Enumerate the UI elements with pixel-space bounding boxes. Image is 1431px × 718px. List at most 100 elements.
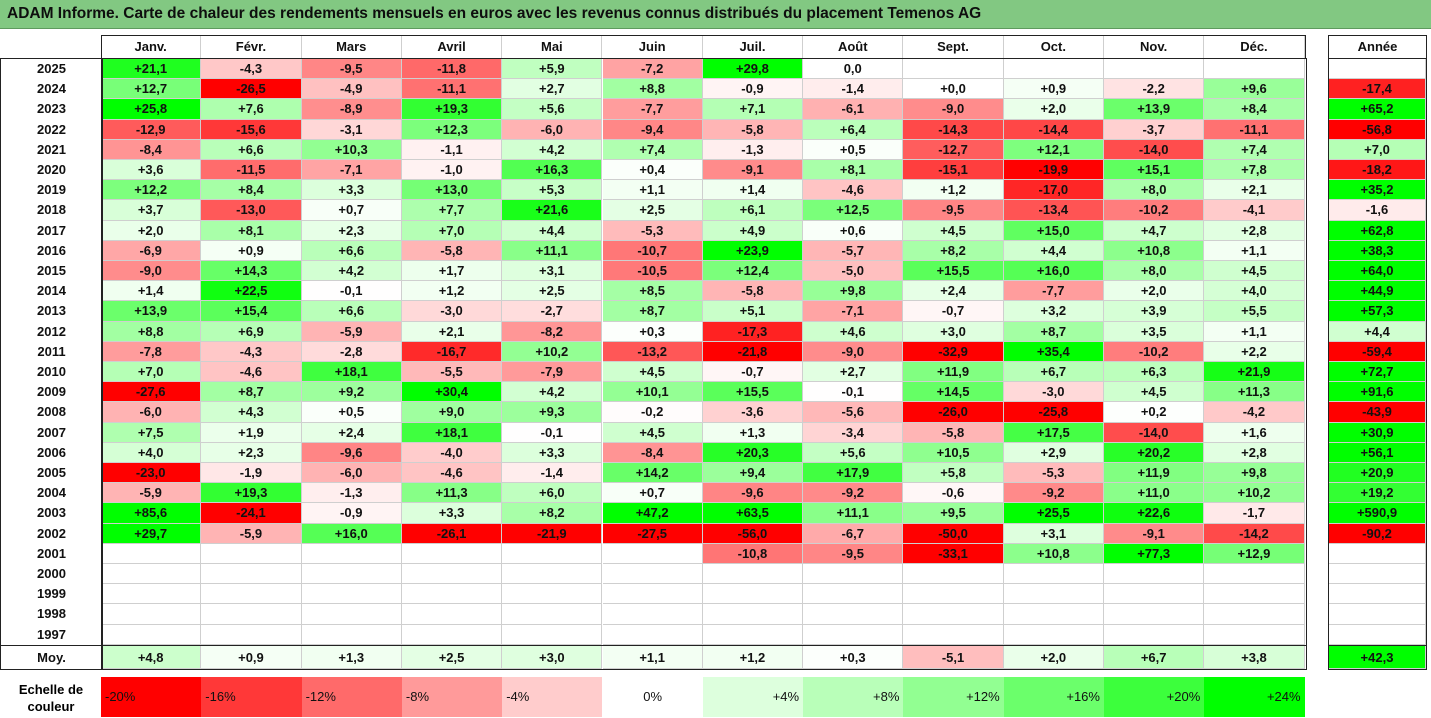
- heatmap-cell: -5,9: [201, 523, 302, 544]
- average-cell: +1,3: [301, 646, 402, 669]
- heatmap-cell: -0,6: [903, 483, 1004, 504]
- title-bar: ADAM Informe. Carte de chaleur des rende…: [0, 0, 1431, 29]
- heatmap-cell: +11,1: [803, 503, 904, 524]
- heatmap-cell: -7,7: [602, 99, 703, 120]
- heatmap-cell: -7,8: [101, 341, 202, 362]
- heatmap-cell: +15,1: [1104, 160, 1205, 181]
- heatmap-cell: +4,4: [502, 220, 603, 241]
- heatmap-cell: -10,8: [702, 543, 804, 564]
- heatmap-cell: +14,2: [602, 463, 703, 484]
- heatmap-cell: +2,8: [1204, 442, 1305, 463]
- average-cell: +0,3: [803, 646, 904, 669]
- month-header-5: Mai: [502, 36, 603, 58]
- heatmap-cell: +9,0: [401, 402, 503, 423]
- heatmap-cell: -1,4: [502, 463, 603, 484]
- heatmap-cell: +15,4: [201, 301, 302, 322]
- heatmap-cell: -4,6: [201, 362, 302, 383]
- heatmap-cell: [702, 564, 804, 585]
- legend-swatch: -12%: [301, 677, 402, 717]
- heatmap-cell: [502, 584, 603, 605]
- annual-cell: -90,2: [1329, 523, 1426, 544]
- heatmap-cell: -14,4: [1003, 119, 1104, 140]
- heatmap-cell: +15,0: [1003, 220, 1104, 241]
- heatmap-cell: -2,2: [1104, 79, 1205, 100]
- heatmap-cell: -11,1: [401, 79, 503, 100]
- heatmap-cell: [101, 584, 202, 605]
- heatmap-cell: +16,0: [1003, 261, 1104, 282]
- heatmap-cell: -4,1: [1204, 200, 1305, 221]
- annual-cell: +65,2: [1329, 99, 1426, 120]
- annual-cell: +30,9: [1329, 422, 1426, 443]
- heatmap-cell: -5,9: [301, 321, 402, 342]
- heatmap-cell: +4,9: [702, 220, 804, 241]
- heatmap-cell: -13,4: [1003, 200, 1104, 221]
- month-header-8: Août: [803, 36, 904, 58]
- avg-label: Moy.: [37, 650, 66, 665]
- heatmap-cell: +9,5: [903, 503, 1004, 524]
- heatmap-cell: +9,8: [1204, 463, 1305, 484]
- heatmap-cell: +15,5: [903, 261, 1004, 282]
- year-label: 2018: [37, 202, 66, 218]
- heatmap-cell: +3,6: [101, 160, 202, 181]
- heatmap-cell: -0,1: [301, 281, 402, 302]
- heatmap-cell: [301, 604, 402, 625]
- annual-cell: +7,0: [1329, 139, 1426, 160]
- heatmap-cell: [1003, 564, 1104, 585]
- heatmap-cell: -3,1: [301, 119, 402, 140]
- heatmap-cell: [502, 564, 603, 585]
- heatmap-cell: -9,4: [602, 119, 703, 140]
- heatmap-cell: +9,4: [702, 463, 804, 484]
- year-label: 2002: [37, 525, 66, 541]
- heatmap-cell: -10,2: [1104, 200, 1205, 221]
- heatmap-cell: [803, 564, 904, 585]
- heatmap-cell: [401, 564, 503, 585]
- annual-cell: [1329, 543, 1426, 564]
- heatmap-cell: +8,2: [903, 240, 1004, 261]
- heatmap-cell: +10,8: [1003, 543, 1104, 564]
- heatmap-cell: [702, 584, 804, 605]
- heatmap-cell: [602, 564, 703, 585]
- heatmap-cell: +1,9: [201, 422, 302, 443]
- heatmap-cell: +8,4: [201, 180, 302, 201]
- heatmap-cell: -4,3: [201, 341, 302, 362]
- heatmap-cell: +11,9: [903, 362, 1004, 383]
- heatmap-cell: -0,7: [903, 301, 1004, 322]
- heatmap-cell: -8,9: [301, 99, 402, 120]
- heatmap-cell: +4,5: [1104, 382, 1205, 403]
- heatmap-cell: -5,8: [903, 422, 1004, 443]
- heatmap-cell: +7,4: [602, 139, 703, 160]
- heatmap-cell: +5,1: [702, 301, 804, 322]
- heatmap-cell: +0,5: [301, 402, 402, 423]
- heatmap-cell: +1,4: [702, 180, 804, 201]
- heatmap-cell: +1,2: [903, 180, 1004, 201]
- heatmap-cell: +9,8: [803, 281, 904, 302]
- heatmap-cell: +2,3: [201, 442, 302, 463]
- heatmap-cell: -1,9: [201, 463, 302, 484]
- heatmap-cell: -50,0: [903, 523, 1004, 544]
- heatmap-cell: -11,5: [201, 160, 302, 181]
- heatmap-cell: +0,9: [1003, 79, 1104, 100]
- heatmap-cell: +3,2: [1003, 301, 1104, 322]
- heatmap-cell: -9,1: [702, 160, 804, 181]
- heatmap-cell: +4,7: [1104, 220, 1205, 241]
- annual-cell: +38,3: [1329, 240, 1426, 261]
- heatmap-cell: -11,8: [401, 59, 503, 80]
- heatmap-cell: +12,2: [101, 180, 202, 201]
- annual-cell: -18,2: [1329, 160, 1426, 181]
- heatmap-cell: -8,2: [502, 321, 603, 342]
- heatmap-cell: -0,7: [702, 362, 804, 383]
- month-header-6: Juin: [602, 36, 703, 58]
- heatmap-cell: +12,3: [401, 119, 503, 140]
- heatmap-cell: +3,9: [1104, 301, 1205, 322]
- year-label: 2008: [37, 404, 66, 420]
- heatmap-cell: -5,8: [702, 281, 804, 302]
- annual-cell: [1329, 584, 1426, 605]
- heatmap-cell: +8,7: [201, 382, 302, 403]
- heatmap-cell: +12,9: [1204, 543, 1305, 564]
- heatmap-cell: +0,5: [803, 139, 904, 160]
- heatmap-cell: -26,0: [903, 402, 1004, 423]
- heatmap-cell: +7,1: [702, 99, 804, 120]
- heatmap-cell: +2,0: [101, 220, 202, 241]
- heatmap-cell: +29,8: [702, 59, 804, 80]
- heatmap-cell: +0,0: [903, 79, 1004, 100]
